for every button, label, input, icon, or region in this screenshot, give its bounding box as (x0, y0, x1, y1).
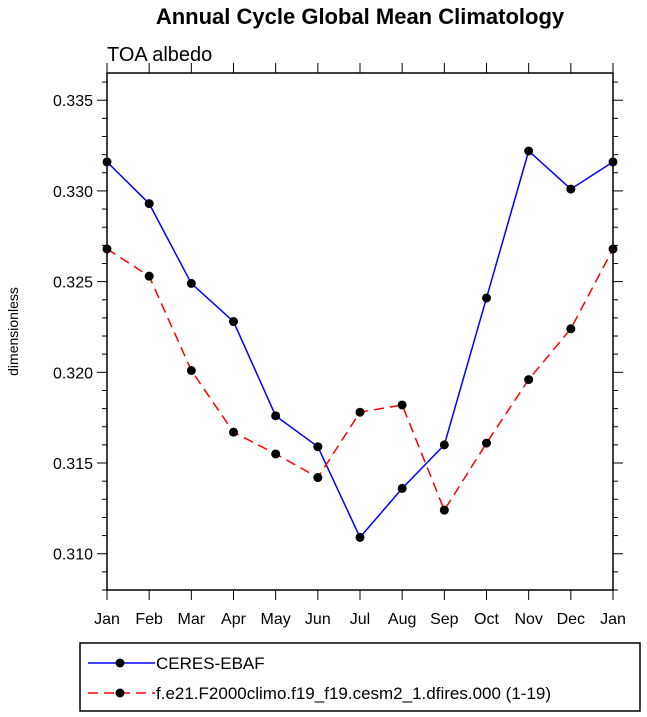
legend-box (79, 642, 641, 712)
plot-frame (106, 72, 614, 591)
series-line (106, 149, 614, 539)
x-tick-label: Feb (135, 611, 163, 628)
x-tick-label: Jan (94, 611, 120, 628)
y-tick-label: 0.310 (53, 547, 93, 564)
data-point (271, 411, 281, 421)
y-tick-label: 0.325 (53, 275, 93, 292)
x-tick-label: Jun (305, 611, 331, 628)
y-tick-label: 0.320 (53, 365, 93, 382)
series-line (106, 248, 614, 512)
plot-area: 0.310 0.315 0.320 0.325 0.330 0.335 Jan Feb Mar A… (53, 63, 626, 628)
data-point (608, 157, 618, 167)
legend: CERES-EBAF f.e21.F2000climo.f19_f19.cesm2… (79, 642, 641, 712)
data-point (229, 317, 238, 327)
legend-label: CERES-EBAF (156, 654, 265, 673)
x-tick-label: Oct (474, 611, 499, 628)
data-point (524, 146, 534, 156)
data-point (144, 199, 154, 209)
x-tick-label: Mar (178, 611, 206, 628)
data-point (355, 407, 365, 417)
data-point (186, 366, 196, 376)
x-tick-label: Jan (600, 611, 626, 628)
data-point (439, 440, 449, 450)
x-tick-label: Aug (388, 611, 416, 628)
data-point (102, 244, 112, 254)
y-axis-label: dimensionless (5, 287, 21, 376)
data-point (482, 293, 491, 303)
data-point (229, 427, 238, 437)
x-tick-label: Apr (221, 611, 247, 628)
y-tick-label: 0.335 (53, 93, 93, 110)
data-point (566, 324, 576, 334)
data-point (566, 184, 576, 194)
legend-label: f.e21.F2000climo.f19_f19.cesm2_1.dfires.… (156, 684, 551, 703)
chart-subtitle: TOA albedo (107, 44, 212, 66)
data-point (397, 483, 407, 493)
data-point (439, 505, 449, 515)
y-tick-label: 0.315 (53, 456, 93, 473)
data-point (608, 244, 618, 254)
legend-marker (115, 688, 125, 698)
legend-marker (115, 658, 125, 668)
series-1 (102, 146, 618, 542)
x-tick-label: Sep (430, 611, 459, 628)
x-tick-label: May (261, 611, 291, 628)
y-tick-label: 0.330 (53, 184, 93, 201)
chart-title: Annual Cycle Global Mean Climatology (156, 4, 565, 29)
data-point (102, 157, 112, 167)
data-point (524, 375, 534, 385)
data-point (313, 442, 323, 452)
data-point (144, 271, 154, 281)
x-tick-label: Nov (514, 611, 542, 628)
data-point (271, 449, 281, 459)
series-2 (102, 244, 618, 515)
data-point (482, 438, 491, 448)
data-point (397, 400, 407, 410)
x-tick-label: Jul (350, 611, 370, 628)
data-point (186, 278, 196, 288)
data-point (355, 532, 365, 542)
data-point (313, 473, 323, 483)
x-tick-label: Dec (557, 611, 585, 628)
